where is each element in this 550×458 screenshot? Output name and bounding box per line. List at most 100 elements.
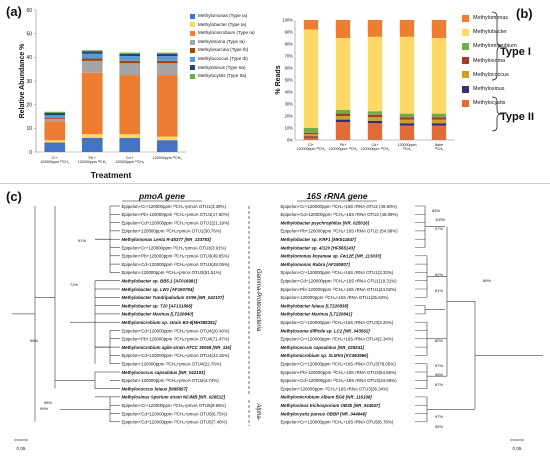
tree-leaf-label: Epipelon+Cr+120000ppm ¹³CH₄+16S rRNA OTU… (281, 270, 394, 275)
tree-bootstrap: 71% (70, 282, 78, 287)
legend-label: Methylosoma (Type Ia) (198, 38, 245, 44)
tree-leaf-label: Epipelon+Cd+120000ppm ¹³CH₄+pmoA OTU5(7.… (122, 420, 228, 425)
chart-b-legend-item: Methylococcus (462, 68, 517, 82)
chart-a-bar-segment (156, 52, 178, 54)
chart-b-legend-item: Methylomonas (462, 11, 517, 25)
chart-a-bar-segment (119, 60, 141, 64)
chart-b-bar-segment (399, 119, 415, 124)
chart-a-xtick-label: 120000ppm ¹³CH₄ (40, 160, 70, 164)
chart-a-bar-segment (44, 142, 66, 152)
tree-leaf-label: Epipelon+Pb+120000ppm ¹³CH₄+16S rRNA OTU… (281, 287, 397, 292)
alpha-label: Alpha- (255, 402, 261, 420)
legend-swatch (190, 73, 195, 79)
chart-a-bar-segment (156, 53, 178, 57)
chart-a-bar-segment (156, 136, 178, 141)
tree-leaf-label: Methylobacter luteus [LT220838] (281, 303, 349, 308)
chart-a-bar-segment (119, 137, 141, 152)
chart-a-bar-segment (44, 111, 66, 113)
tree-bootstrap: 98% (44, 400, 52, 405)
legend-label: Methylomicrobium (Type Ia) (198, 30, 255, 36)
tree-leaf-label: Epipelon+Cr+120000ppm ¹³CH₄+16S rRNA OTU… (281, 204, 398, 209)
panel-label-b: (b) (516, 6, 533, 21)
tree-leaf-label: Epipelon+Cr+120000ppm ¹³CH₄+16S rRNA OTU… (281, 320, 394, 325)
tree-leaf-label: Epipelon+Cd+120000ppm ¹³CH₄+16S rRNA OTU… (281, 212, 399, 217)
tree-leaf-label: Methylocystis parvus OBBP [NR_044946] (281, 411, 368, 416)
tree-leaf-label: Epipelon+Cd+120000ppm ¹³CH₄+pmoA OTU1(21… (122, 220, 230, 225)
chart-b-xtick-label: ¹³CH₄ (434, 147, 444, 151)
chart-b-bar-segment (367, 114, 383, 118)
tree-leaf-label: Methylomicrobium sp. strain B3-6[MH38538… (122, 320, 217, 325)
chart-b-bar-segment (399, 125, 415, 140)
tree-bootstrap: 91% (78, 238, 86, 243)
tree-leaf-label: Epipelon+Cr+120000ppm ¹³CH₄+pmoA OTU3(3.… (122, 245, 227, 250)
chart-a-bar-segment (44, 112, 66, 116)
chart-a-ytick-label: 30 (26, 79, 32, 85)
chart-b-ytick-label: 50% (285, 78, 294, 83)
legend-swatch (462, 28, 469, 36)
tree-leaf-label: Epipelon+Cd+120000ppm ¹³CH₄+pmoA OTU3(48… (122, 262, 230, 267)
chart-b-legend-item: Methylosoma (462, 54, 517, 68)
chart-b-xtick-label: Natm (435, 143, 444, 147)
chart-b-xtick-label: 120000ppm ¹³CH₄ (328, 147, 358, 151)
chart-b-xtick-label: ¹³CH₄ (402, 147, 412, 151)
chart-a-bar-segment (44, 121, 66, 141)
tree-bootstrap: 83% (432, 208, 440, 213)
chart-b-bar-segment (431, 38, 447, 114)
tree-bootstrap: 98% (435, 372, 443, 377)
tree-bootstrap: 61% (435, 288, 443, 293)
chart-a-bar-segment (119, 52, 141, 54)
chart-a-bar-segment (156, 140, 178, 152)
chart-a-bar-segment (81, 60, 103, 73)
tree-leaf-label: Epipelon+Pb+120000ppm ¹³CH₄+pmoA OTU1(17… (122, 212, 230, 217)
chart-b-bar-segment (431, 117, 447, 120)
chart-a-bar-segment (119, 134, 141, 138)
legend-label: Methylosinus (473, 86, 505, 93)
tree-bootstrap: 62% (435, 272, 443, 277)
chart-b-ytick-label: 90% (285, 30, 294, 35)
tree-leaf-label: Methylococcus capsulatus [NR_029241] (281, 345, 365, 350)
tree-leaf-label: Methylobacter sp. BB5.1 [AF016981] (122, 279, 198, 284)
chart-b-bar-segment (335, 119, 351, 122)
chart-a-xtick-label: 120000ppm ¹³CH₄ (153, 156, 183, 160)
chart-b-bar-segment (335, 113, 351, 116)
chart-a-bar-segment (156, 56, 178, 61)
chart-b-bar-segment (367, 117, 383, 121)
tree-leaf-label: Epipelon+120000ppm ¹³CH₄+pmoA OTU4(22.76… (122, 362, 222, 367)
tree-bootstrap: 97% (435, 226, 443, 231)
chart-a-ytick-label: 20 (26, 102, 32, 108)
tree-leaf-label: Epipelon+Cr+120000ppm ¹³CH₄+16S rRNA OTU… (281, 337, 394, 342)
chart-b-bar-segment (335, 38, 351, 110)
chart-a-legend-item: Methylomonas (Type Ia) (190, 12, 255, 21)
chart-a-bar-segment (44, 118, 66, 122)
chart-a-bar-segment (81, 72, 103, 135)
chart-b-bar-segment (367, 20, 383, 37)
chart-a-bar-segment (156, 60, 178, 64)
chart-b-bar-segment (399, 113, 415, 118)
tree-leaf-label: Epipelon+Pb+120000ppm ¹³CH₄+16S rRNA OTU… (281, 370, 397, 375)
chart-b-ytick-label: 100% (282, 18, 293, 23)
tree-leaf-label: Epipelon+Cr+120000ppm ¹³CH₄+pmoA OTU5(8.… (122, 403, 227, 408)
tree-scale-label: 0.05 (513, 446, 522, 451)
tree-leaf-label: Methylobacter Marinus [LT220840] (122, 312, 194, 317)
legend-swatch (190, 48, 195, 54)
tree-leaf-label: Epipelon+120000ppm ¹³CH₄+pmoA OTU3(51.51… (122, 270, 222, 275)
gamma-proteobacteria-label: Gamma-Proteobacteria (255, 269, 261, 332)
legend-label: Methylobacter (473, 29, 507, 36)
chart-a-legend: Methylomonas (Type Ia) Methylobacter (Typ… (190, 12, 255, 81)
chart-a-bar-segment (81, 53, 103, 59)
chart-a-legend-item: Methylomicrobium (Type Ia) (190, 29, 255, 38)
chart-b-bar-segment (303, 20, 319, 30)
tree-leaf-label: Methylosinus Sporium strain NCIMB [NR_02… (122, 395, 226, 400)
chart-b-xtick-label: Pb+ (340, 143, 347, 147)
type-i-brace (491, 11, 503, 81)
chart-b-ytick-label: 40% (285, 90, 294, 95)
chart-b-legend-item: Methylomicrobium (462, 39, 517, 53)
legend-label: Methylobacter (Type Ia) (198, 21, 247, 27)
tree-leaf-label: Methylosoma difficile sp. LC2 [NR_043562… (281, 328, 371, 333)
chart-b-bar-segment (367, 120, 383, 124)
chart-b-bar-segment (431, 125, 447, 140)
chart-a-xtick-label: Cl + (52, 156, 59, 160)
tree-scale-label: 0.05 (17, 446, 26, 451)
chart-a-bar-segment (81, 134, 103, 138)
chart-b-xtick-label: Cl+ (308, 143, 314, 147)
